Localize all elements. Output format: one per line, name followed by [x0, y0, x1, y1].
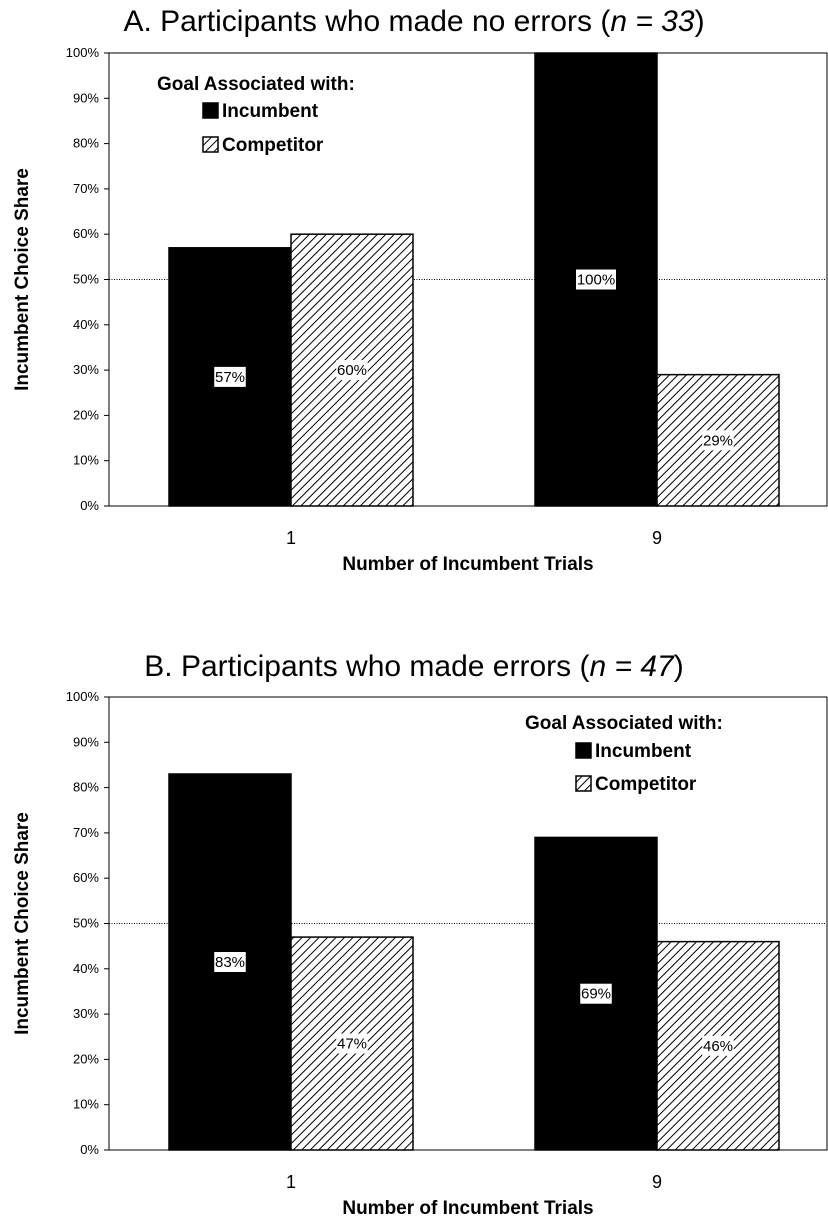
y-tick-label: 80% [73, 780, 99, 795]
y-tick-label: 10% [73, 1097, 99, 1112]
data-label-box [576, 269, 616, 290]
data-label-box [336, 1033, 368, 1054]
data-label-competitor-trials-9: 46% [703, 1038, 733, 1055]
y-tick-label: 100% [66, 45, 100, 60]
y-tick-label: 90% [73, 90, 99, 105]
y-tick-label: 100% [66, 689, 100, 704]
y-tick-label: 60% [73, 226, 99, 241]
chart-title-text: B. Participants who made errors ( [144, 650, 589, 683]
data-label-box [702, 1035, 734, 1056]
data-label-box [336, 360, 368, 381]
y-tick-label: 0% [80, 498, 99, 513]
y-axis-label: Incumbent Choice Share [12, 168, 33, 391]
y-axis-label: Incumbent Choice Share [12, 812, 33, 1035]
legend-label-competitor: Competitor [222, 135, 324, 156]
legend-title: Goal Associated with: [525, 713, 723, 734]
legend-swatch-competitor [202, 136, 219, 153]
data-label-box [214, 952, 246, 973]
data-label-incumbent-trials-1: 57% [215, 369, 245, 386]
chart-title-n: n = 33 [610, 5, 695, 38]
x-tick-label: 9 [652, 1172, 662, 1192]
y-tick-label: 90% [73, 734, 99, 749]
y-tick-label: 0% [80, 1142, 99, 1157]
data-label-incumbent-trials-1: 83% [215, 954, 245, 971]
chart-title-close: ) [674, 650, 684, 683]
y-tick-label: 50% [73, 272, 99, 287]
y-tick-label: 40% [73, 317, 99, 332]
data-label-incumbent-trials-9: 100% [577, 272, 615, 289]
chart-title-n: n = 47 [589, 650, 675, 683]
y-tick-label: 20% [73, 1051, 99, 1066]
chart-title-text: A. Participants who made no errors ( [123, 5, 610, 38]
chart-title-close: ) [695, 5, 705, 38]
chart-panel-b: B. Participants who made errors (n = 47)… [12, 650, 828, 1219]
y-tick-label: 40% [73, 961, 99, 976]
y-tick-label: 30% [73, 362, 99, 377]
legend-label-incumbent: Incumbent [222, 101, 319, 122]
x-tick-label: 1 [286, 1172, 296, 1192]
data-label-competitor-trials-1: 60% [337, 362, 367, 379]
y-tick-label: 70% [73, 181, 99, 196]
x-axis-label: Number of Incumbent Trials [342, 1198, 593, 1219]
y-tick-label: 80% [73, 136, 99, 151]
chart-title: B. Participants who made errors (n = 47) [144, 650, 683, 683]
x-axis-label: Number of Incumbent Trials [342, 554, 593, 575]
y-tick-label: 60% [73, 870, 99, 885]
legend-swatch-competitor [575, 775, 592, 792]
legend-label-incumbent: Incumbent [595, 741, 692, 762]
y-tick-label: 10% [73, 453, 99, 468]
chart-title: A. Participants who made no errors (n = … [123, 5, 704, 38]
data-label-competitor-trials-1: 47% [337, 1036, 367, 1053]
y-tick-label: 70% [73, 825, 99, 840]
legend-swatch-incumbent [202, 102, 219, 119]
data-label-competitor-trials-9: 29% [703, 432, 733, 449]
x-tick-label: 1 [286, 528, 296, 548]
y-tick-label: 20% [73, 407, 99, 422]
legend-label-competitor: Competitor [595, 774, 697, 795]
data-label-incumbent-trials-9: 69% [581, 986, 611, 1003]
data-label-box [580, 983, 612, 1004]
data-label-box [214, 366, 246, 387]
y-tick-label: 30% [73, 1006, 99, 1021]
chart-panel-a: A. Participants who made no errors (n = … [12, 5, 828, 575]
x-tick-label: 9 [652, 528, 662, 548]
legend-title: Goal Associated with: [157, 74, 355, 95]
y-tick-label: 50% [73, 916, 99, 931]
legend-swatch-incumbent [575, 742, 592, 759]
data-label-box [702, 430, 734, 451]
